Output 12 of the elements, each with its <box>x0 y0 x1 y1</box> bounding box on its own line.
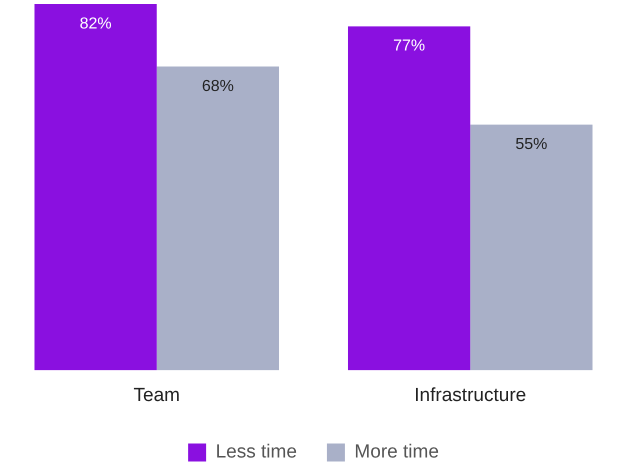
x-tick-label: Infrastructure <box>414 384 526 406</box>
legend-label: Less time <box>216 442 297 463</box>
data-label: 55% <box>515 136 548 153</box>
data-label: 82% <box>80 15 112 32</box>
data-label: 68% <box>202 78 234 95</box>
bar <box>348 26 470 370</box>
bar <box>470 124 593 370</box>
bar <box>156 66 280 370</box>
bar <box>34 4 157 370</box>
legend-label: More time <box>354 442 439 463</box>
data-label: 77% <box>393 38 426 55</box>
x-tick-label: Team <box>134 384 180 406</box>
